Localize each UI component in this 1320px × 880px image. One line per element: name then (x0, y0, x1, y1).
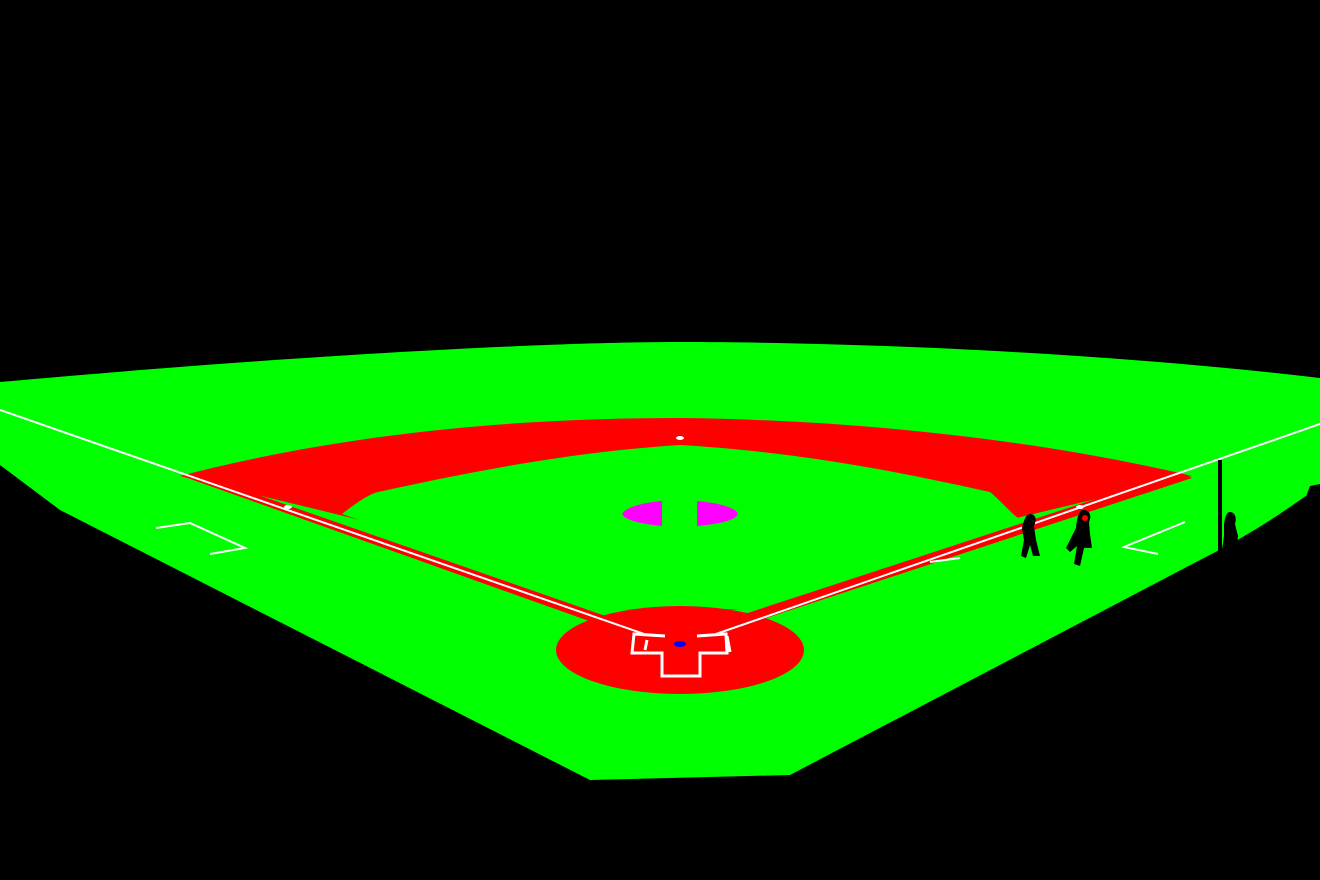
first-base-runner-lane (929, 557, 961, 563)
batters-boxes (630, 632, 732, 678)
person-silhouettes (1021, 460, 1320, 566)
person-4-edge (1303, 484, 1320, 518)
first-base-foul-line (715, 423, 1320, 635)
first-base-marker (1076, 505, 1084, 509)
third-base-foul-line (0, 409, 645, 635)
third-base-marker (284, 505, 292, 509)
second-base-marker (676, 436, 684, 440)
infield-grass-region (342, 445, 1018, 610)
first-base-coach-box (1120, 521, 1186, 555)
home-plate-dirt-circle (556, 606, 804, 694)
pole (1218, 460, 1222, 556)
person-1 (1021, 514, 1040, 558)
pitchers-mound-right (697, 501, 738, 526)
pitchers-mound-left (622, 501, 662, 526)
person-2-detail (1082, 515, 1088, 521)
home-plate (674, 641, 686, 647)
person-2 (1066, 510, 1092, 566)
third-base-coach-box (155, 521, 249, 555)
person-3 (1222, 512, 1238, 552)
